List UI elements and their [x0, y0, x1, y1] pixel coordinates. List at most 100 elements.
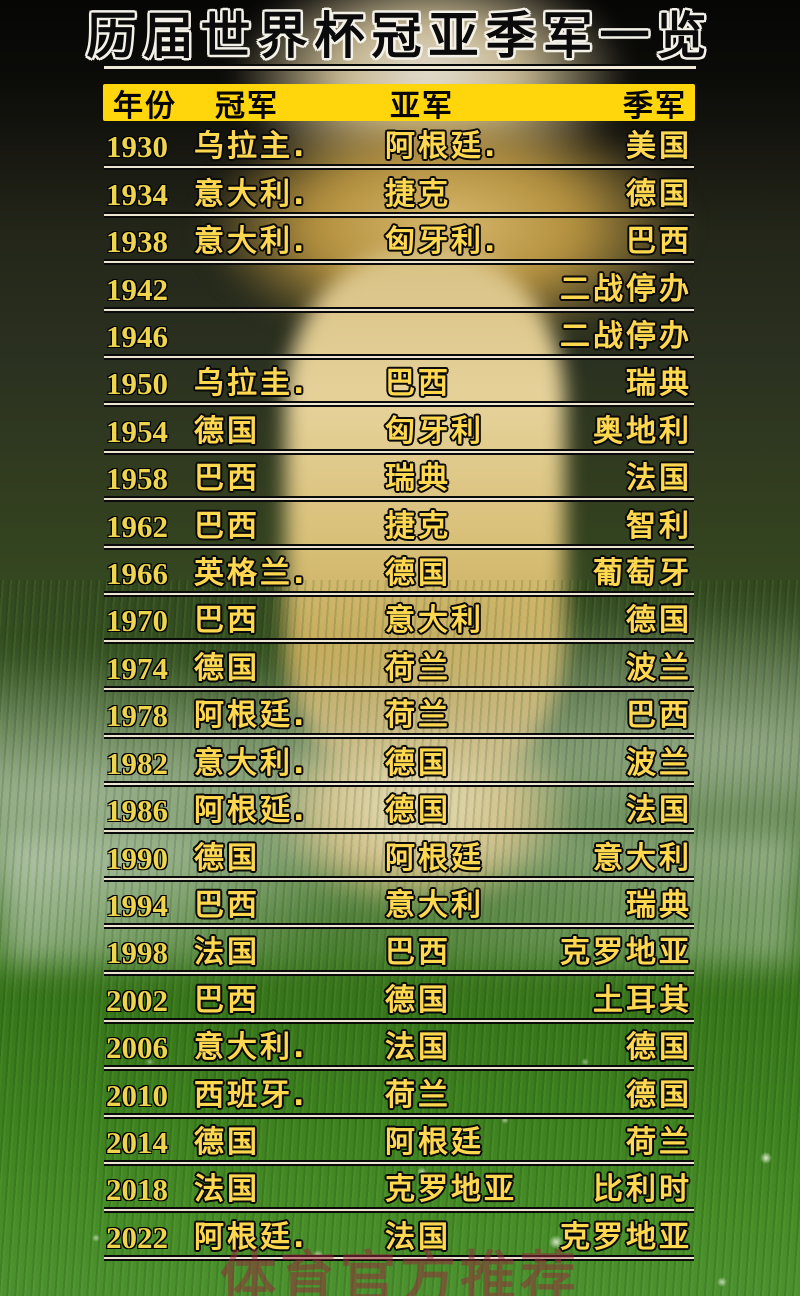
header-runner-up: 亚军 — [390, 88, 454, 124]
table-row: 1946 二战停办 — [0, 313, 800, 361]
cell-third: 法国 — [626, 793, 692, 829]
cell-runner-up: 意大利 — [385, 603, 484, 639]
row-divider — [104, 733, 694, 740]
cell-year: 1930 — [106, 129, 168, 165]
table-row: 1990 德国 阿根廷 意大利 — [0, 834, 800, 882]
cell-runner-up: 阿根廷 — [385, 840, 484, 876]
cell-third: 克罗地亚 — [560, 935, 692, 971]
cell-runner-up: 德国 — [385, 745, 451, 781]
header-year: 年份 — [113, 88, 177, 124]
cell-champion: 意大利. — [194, 176, 308, 212]
cell-year: 1986 — [106, 793, 168, 829]
cell-year: 2002 — [106, 982, 168, 1018]
cell-runner-up: 法国 — [385, 1030, 451, 1066]
header-champion: 冠军 — [215, 88, 279, 124]
row-divider — [104, 306, 694, 313]
cell-champion: 德国 — [194, 840, 260, 876]
cell-champion: 法国 — [194, 935, 260, 971]
cell-champion: 意大利. — [194, 224, 308, 260]
cell-year: 1934 — [106, 176, 168, 212]
table-row: 1998 法国 巴西 克罗地亚 — [0, 929, 800, 977]
cell-champion: 巴西 — [194, 887, 260, 923]
cell-third: 比利时 — [593, 1172, 692, 1208]
table-row: 1994 巴西 意大利 瑞典 — [0, 882, 800, 929]
row-divider — [104, 875, 694, 882]
cell-runner-up: 捷克 — [385, 176, 451, 212]
table-row: 1930 乌拉主. 阿根廷. 美国 — [0, 123, 800, 171]
cell-year: 2022 — [106, 1219, 168, 1255]
cell-champion: 德国 — [194, 650, 260, 686]
table-row: 1934 意大利. 捷克 德国 — [0, 170, 800, 218]
cell-third: 瑞典 — [626, 887, 692, 923]
cell-year: 2006 — [106, 1030, 168, 1066]
table-row: 1958 巴西 瑞典 法国 — [0, 455, 800, 503]
table-row: 1974 德国 荷兰 波兰 — [0, 644, 800, 692]
cell-year: 1970 — [106, 603, 168, 639]
row-divider — [104, 1254, 694, 1261]
table-row: 1970 巴西 意大利 德国 — [0, 597, 800, 645]
row-divider — [104, 638, 694, 645]
cell-year: 1958 — [106, 461, 168, 497]
table-row: 1962 巴西 捷克 智利 — [0, 502, 800, 550]
cell-champion: 巴西 — [194, 982, 260, 1018]
table-row: 1938 意大利. 匈牙利. 巴西 — [0, 218, 800, 266]
cell-third: 德国 — [626, 1077, 692, 1113]
cell-runner-up: 克罗地亚 — [385, 1172, 517, 1208]
table-row: 2018 法国 克罗地亚 比利时 — [0, 1166, 800, 1214]
cell-champion: 巴西 — [194, 461, 260, 497]
title-underline — [104, 64, 696, 71]
row-divider — [104, 591, 694, 598]
cell-year: 1994 — [106, 887, 168, 923]
row-divider — [104, 448, 694, 455]
cell-third: 智利 — [626, 508, 692, 544]
cell-champion: 巴西 — [194, 508, 260, 544]
cell-champion: 阿根延. — [194, 793, 308, 829]
cell-third: 巴西 — [626, 224, 692, 260]
row-divider — [104, 1017, 694, 1024]
cell-runner-up: 荷兰 — [385, 698, 451, 734]
cell-year: 1982 — [106, 745, 168, 781]
row-divider — [104, 828, 694, 835]
cell-third: 克罗地亚 — [560, 1219, 692, 1255]
row-divider — [104, 1065, 694, 1072]
cell-third: 二战停办 — [560, 271, 692, 307]
row-divider — [104, 211, 694, 218]
row-divider — [104, 496, 694, 503]
cell-year: 1954 — [106, 413, 168, 449]
table-row: 1978 阿根廷. 荷兰 巴西 — [0, 692, 800, 740]
cell-third: 巴西 — [626, 698, 692, 734]
cell-year: 2010 — [106, 1077, 168, 1113]
cell-third: 德国 — [626, 1030, 692, 1066]
cell-year: 1974 — [106, 650, 168, 686]
cell-third: 美国 — [626, 129, 692, 165]
cell-champion: 意大利. — [194, 745, 308, 781]
cell-runner-up: 匈牙利. — [385, 224, 499, 260]
cell-runner-up: 意大利 — [385, 887, 484, 923]
row-divider — [104, 543, 694, 550]
row-divider — [104, 685, 694, 692]
cell-year: 1966 — [106, 556, 168, 592]
page-title: 历届世界杯冠亚季军一览 — [86, 7, 714, 65]
table-row: 1982 意大利. 德国 波兰 — [0, 739, 800, 787]
cell-year: 2018 — [106, 1172, 168, 1208]
cell-champion: 德国 — [194, 1124, 260, 1160]
cell-year: 1978 — [106, 698, 168, 734]
cell-champion: 巴西 — [194, 603, 260, 639]
cell-runner-up: 德国 — [385, 793, 451, 829]
table-row: 2022 阿根廷. 法国 克罗地亚 — [0, 1213, 800, 1261]
table-row: 2006 意大利. 法国 德国 — [0, 1024, 800, 1072]
cell-third: 意大利 — [593, 840, 692, 876]
cell-runner-up: 荷兰 — [385, 650, 451, 686]
cell-year: 2014 — [106, 1124, 168, 1160]
cell-third: 法国 — [626, 461, 692, 497]
row-divider — [104, 780, 694, 787]
cell-champion: 阿根廷. — [194, 698, 308, 734]
cell-runner-up: 瑞典 — [385, 461, 451, 497]
cell-year: 1946 — [106, 319, 168, 355]
watermark: 体育官方推荐 — [220, 1246, 580, 1296]
cell-runner-up: 匈牙利 — [385, 413, 484, 449]
cell-champion: 西班牙. — [194, 1077, 308, 1113]
cell-year: 1990 — [106, 840, 168, 876]
cell-third: 土耳其 — [593, 982, 692, 1018]
cell-runner-up: 德国 — [385, 556, 451, 592]
